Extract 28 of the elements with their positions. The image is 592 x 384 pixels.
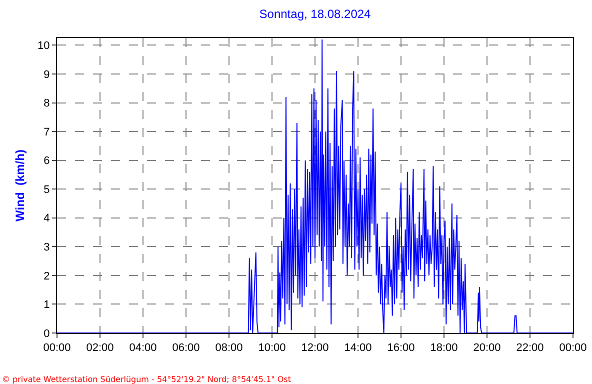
y-tick-label: 8	[44, 98, 50, 110]
y-tick-label: 7	[44, 126, 50, 138]
x-tick-label: 00:00	[43, 342, 71, 354]
x-tick-label: 00:00	[559, 342, 587, 354]
y-tick-label: 5	[44, 184, 50, 196]
line-series	[57, 38, 573, 333]
text: © private Wetterstation Süderlügum - 54°52'19.2" Nord; 8°54'45.1" Ost	[2, 375, 291, 384]
y-tick-label: 3	[44, 242, 50, 254]
y-tick-label: 1	[44, 299, 50, 312]
x-tick-label: 02:00	[86, 342, 114, 354]
chart-title: Sonntag, 18.08.2024	[259, 7, 372, 21]
y-tick-label: 9	[44, 68, 50, 81]
x-tick-label: 12:00	[301, 342, 329, 354]
x-tick-label: 20:00	[473, 342, 501, 354]
y-tick-label: 0	[44, 328, 50, 340]
x-tick-label: 06:00	[172, 342, 200, 354]
y-axis-title: Wind (km/h)	[12, 150, 27, 222]
x-tick-label: 14:00	[344, 342, 372, 354]
y-tick-label: 10	[38, 40, 50, 52]
x-tick-label: 08:00	[215, 342, 243, 354]
y-tick-label: 2	[44, 270, 50, 282]
x-tick-label: 18:00	[430, 342, 458, 354]
x-tick-label: 04:00	[129, 342, 157, 354]
y-tick-label: 4	[44, 212, 50, 225]
x-tick-label: 16:00	[387, 342, 415, 354]
x-tick-label: 22:00	[516, 342, 544, 354]
x-tick-label: 10:00	[258, 342, 286, 354]
y-tick-label: 6	[44, 155, 50, 168]
